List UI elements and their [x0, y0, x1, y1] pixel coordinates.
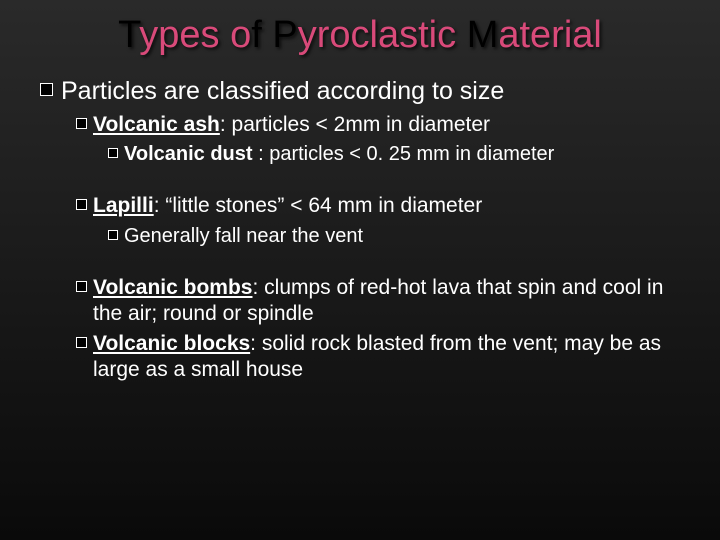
line7-text: Volcanic blocks: solid rock blasted from… [93, 331, 680, 384]
line4-text: Lapilli: “little stones” < 64 mm in diam… [93, 193, 482, 219]
title-word4-first: M [467, 14, 499, 56]
title-word2-rest: f [251, 14, 262, 56]
bullet-level3: Generally fall near the vent [108, 224, 680, 249]
line2-text: Volcanic ash: particles < 2mm in diamete… [93, 112, 490, 138]
line5-text: Generally fall near the vent [124, 224, 363, 249]
page-title: Types of Pyroclastic Material [0, 0, 720, 57]
bullet-level3: Volcanic dust : particles < 0. 25 mm in … [108, 142, 680, 167]
title-word3-first: P [272, 14, 297, 56]
square-bullet-icon [108, 230, 118, 240]
square-bullet-icon [76, 281, 87, 292]
term-volcanic-dust: Volcanic dust [124, 143, 253, 165]
line2-rest: : particles < 2mm in diameter [220, 113, 490, 136]
bullet-level1: Particles are classified according to si… [40, 77, 680, 106]
term-lapilli: Lapilli [93, 194, 154, 217]
square-bullet-icon [76, 199, 87, 210]
square-bullet-icon [108, 148, 118, 158]
term-volcanic-bombs: Volcanic bombs [93, 276, 252, 299]
square-bullet-icon [40, 83, 53, 96]
title-word4-rest: aterial [498, 14, 602, 56]
line3-rest: : particles < 0. 25 mm in diameter [253, 143, 555, 165]
bullet-level2: Lapilli: “little stones” < 64 mm in diam… [76, 193, 680, 219]
content-area: Particles are classified according to si… [0, 57, 720, 384]
line1-text: Particles are classified according to si… [61, 77, 504, 106]
title-word1-first: T [118, 14, 139, 56]
line4-rest: : “little stones” < 64 mm in diameter [154, 194, 483, 217]
term-volcanic-ash: Volcanic ash [93, 113, 220, 136]
square-bullet-icon [76, 337, 87, 348]
line3-text: Volcanic dust : particles < 0. 25 mm in … [124, 142, 554, 167]
title-word1-rest: ypes [139, 14, 219, 56]
line6-text: Volcanic bombs: clumps of red-hot lava t… [93, 275, 680, 328]
bullet-level2: Volcanic bombs: clumps of red-hot lava t… [76, 275, 680, 328]
title-word3-rest: yroclastic [298, 14, 456, 56]
bullet-level2: Volcanic blocks: solid rock blasted from… [76, 331, 680, 384]
term-volcanic-blocks: Volcanic blocks [93, 332, 250, 355]
bullet-level2: Volcanic ash: particles < 2mm in diamete… [76, 112, 680, 138]
square-bullet-icon [76, 118, 87, 129]
title-word2-first: o [230, 14, 251, 56]
